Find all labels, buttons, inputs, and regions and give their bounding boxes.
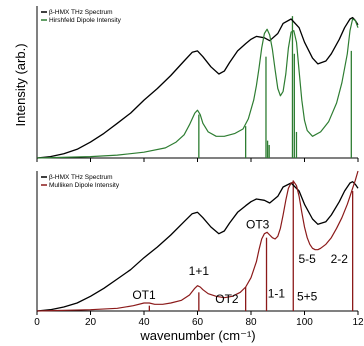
bottom-annotation: 1-1: [268, 287, 286, 301]
bottom-x-tick-label: 40: [138, 317, 150, 328]
bottom-x-tick-label: 100: [296, 317, 313, 328]
bottom-series-line: [36, 170, 359, 312]
bottom-annotation: OT1: [132, 288, 156, 302]
bottom-x-tick-label: 80: [245, 317, 257, 328]
bottom-x-tick-label: 0: [34, 317, 40, 328]
top-series-line: [36, 16, 359, 159]
bottom-annotation: 5+5: [297, 289, 318, 303]
bottom-x-tick-label: 12: [352, 317, 364, 328]
bottom-series-line: [36, 181, 359, 312]
y-axis-title: Intensity (arb.): [13, 43, 28, 126]
bottom-legend-label: Mulliken Dipole Intensity: [49, 182, 120, 189]
top-legend-label: β-HMX THz Spectrum: [49, 9, 113, 16]
bottom-x-tick-label: 20: [85, 317, 97, 328]
bottom-annotation: OT2: [215, 292, 239, 306]
bottom-legend-label: β-HMX THz Spectrum: [49, 174, 113, 181]
bottom-annotation: 5-5: [299, 252, 317, 266]
top-legend-label: Hirshfeld Dipole Intensity: [49, 17, 122, 24]
bottom-x-tick-label: 60: [192, 317, 204, 328]
top-series-line: [36, 18, 359, 159]
x-axis-title: wavenumber (cm⁻¹): [139, 328, 255, 343]
bottom-annotation: 1+1: [189, 264, 210, 278]
bottom-annotation: OT3: [246, 217, 270, 231]
bottom-annotation: 2-2: [331, 252, 349, 266]
